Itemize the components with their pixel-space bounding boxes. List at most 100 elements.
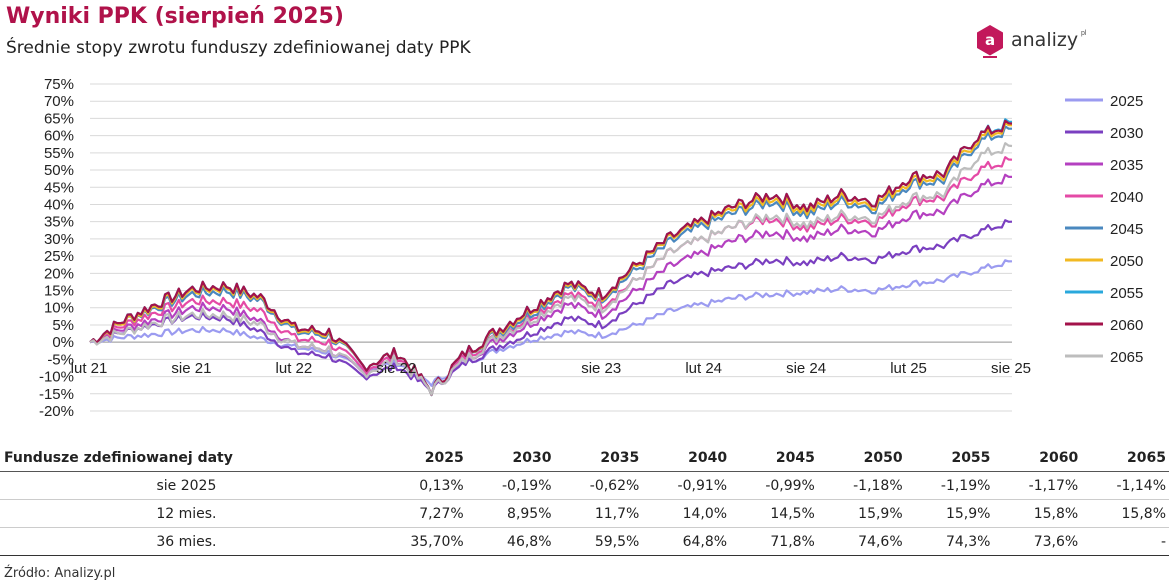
legend-label-2065: 2065 — [1110, 349, 1143, 366]
table-cell: -1,17% — [993, 471, 1082, 500]
analizy-logo: a analizy pl — [975, 24, 1095, 60]
series-line-2040 — [89, 156, 1013, 396]
y-tick-label: 0% — [52, 334, 74, 351]
y-tick-label: 75% — [44, 76, 74, 93]
table-cell: 11,7% — [554, 499, 643, 528]
returns-table: Fundusze zdefiniowanej daty 2025 2030 2035 2… — [0, 444, 1169, 556]
table-cell: - — [1081, 527, 1169, 556]
table-row: sie 2025 0,13% -0,19% -0,62% -0,91% -0,99% -1,… — [0, 471, 1169, 500]
y-tick-label: 35% — [44, 214, 74, 231]
table-header-2030: 2030 — [466, 444, 555, 472]
x-axis: lut 21 sie 21 lut 22 sie 22 lut 23 sie 23 lut … — [71, 360, 1031, 377]
table-cell: 73,6% — [993, 527, 1082, 556]
y-tick-label: 25% — [44, 248, 74, 265]
y-tick-label: 5% — [52, 317, 74, 334]
logo-badge-letter: a — [985, 31, 995, 49]
series-line-2060 — [89, 119, 1013, 397]
table-cell: 15,9% — [905, 499, 994, 528]
table-header-2025: 2025 — [372, 444, 467, 472]
x-tick-label: sie 25 — [991, 360, 1031, 377]
logo-suffix: pl — [1081, 30, 1087, 37]
chart-title: Wyniki PPK (sierpień 2025) — [6, 4, 344, 29]
series-line-2055 — [89, 118, 1013, 397]
table-cell: -1,19% — [905, 471, 994, 500]
table-cell: 0,13% — [372, 471, 467, 500]
row-label: 12 mies. — [0, 499, 373, 528]
series-line-2025 — [89, 259, 1013, 387]
y-tick-label: -15% — [39, 386, 74, 403]
y-tick-label: 45% — [44, 179, 74, 196]
table-header-2040: 2040 — [642, 444, 731, 472]
y-axis: 75%70%65%60%55%50%45%40%35%30%25%20%15%1… — [39, 76, 74, 420]
legend-label-2025: 2025 — [1110, 93, 1143, 110]
y-tick-label: 15% — [44, 283, 74, 300]
legend-label-2045: 2045 — [1110, 221, 1143, 238]
y-tick-label: 60% — [44, 128, 74, 145]
series-line-2050 — [89, 121, 1013, 397]
table-row: 36 mies. 35,70% 46,8% 59,5% 64,8% 71,8% 74,6% 7… — [0, 527, 1169, 556]
y-tick-label: -10% — [39, 369, 74, 386]
y-tick-label: 70% — [44, 93, 74, 110]
y-tick-label: 55% — [44, 145, 74, 162]
table-cell: -1,18% — [817, 471, 906, 500]
x-tick-label: lut 23 — [480, 360, 517, 377]
x-tick-label: sie 22 — [376, 360, 416, 377]
source-note: Źródło: Analizy.pl — [4, 566, 116, 581]
y-tick-label: 10% — [44, 300, 74, 317]
logo-badge-icon: a — [977, 25, 1003, 58]
table-cell: 74,6% — [817, 527, 906, 556]
y-tick-label: 20% — [44, 265, 74, 282]
line-chart: 75%70%65%60%55%50%45%40%35%30%25%20%15%1… — [39, 76, 1143, 420]
row-label: 36 mies. — [0, 527, 373, 556]
grid — [90, 83, 1012, 412]
x-tick-label: sie 21 — [171, 360, 211, 377]
row-label: sie 2025 — [0, 471, 373, 500]
logo-text: analizy — [1011, 29, 1079, 51]
table-header-row: Fundusze zdefiniowanej daty 2025 2030 2035 2… — [0, 444, 1169, 472]
series-lines — [89, 118, 1013, 397]
series-line-2045 — [89, 125, 1012, 396]
table-cell: -0,91% — [642, 471, 731, 500]
table-cell: -0,99% — [730, 471, 818, 500]
y-tick-label: 65% — [44, 110, 74, 127]
y-tick-label: -5% — [47, 351, 74, 368]
x-tick-label: sie 24 — [786, 360, 826, 377]
table-cell: 15,9% — [817, 499, 906, 528]
table-cell: -1,14% — [1081, 471, 1169, 500]
table-header-2065: 2065 — [1081, 444, 1169, 472]
x-tick-label: sie 23 — [581, 360, 621, 377]
table-header-2045: 2045 — [730, 444, 818, 472]
table-cell: 46,8% — [466, 527, 555, 556]
table-cell: 35,70% — [372, 527, 467, 556]
y-tick-label: -20% — [39, 403, 74, 420]
table-cell: 15,8% — [993, 499, 1082, 528]
y-tick-label: 50% — [44, 162, 74, 179]
table-header-2050: 2050 — [817, 444, 906, 472]
chart-subtitle: Średnie stopy zwrotu funduszy zdefiniowa… — [6, 38, 471, 58]
table-row: 12 mies. 7,27% 8,95% 11,7% 14,0% 14,5% 15,9% 15… — [0, 499, 1169, 528]
table-cell: 7,27% — [372, 499, 467, 528]
table-header-2060: 2060 — [993, 444, 1082, 472]
table-cell: 14,0% — [642, 499, 731, 528]
legend-label-2050: 2050 — [1110, 253, 1143, 270]
table-header-label: Fundusze zdefiniowanej daty — [0, 444, 373, 472]
table-cell: -0,19% — [466, 471, 555, 500]
legend-label-2055: 2055 — [1110, 285, 1143, 302]
legend: 2025 2030 2035 2040 2045 2050 2055 2060 2065 — [1065, 93, 1143, 366]
x-tick-label: lut 24 — [685, 360, 722, 377]
table-cell: -0,62% — [554, 471, 643, 500]
table-header-2055: 2055 — [905, 444, 994, 472]
table-cell: 59,5% — [554, 527, 643, 556]
series-line-2065 — [89, 142, 1013, 396]
y-tick-label: 40% — [44, 196, 74, 213]
legend-label-2030: 2030 — [1110, 125, 1143, 142]
x-tick-label: lut 22 — [276, 360, 313, 377]
x-tick-label: lut 25 — [890, 360, 927, 377]
table-header-2035: 2035 — [554, 444, 643, 472]
y-tick-label: 30% — [44, 231, 74, 248]
table-cell: 8,95% — [466, 499, 555, 528]
series-line-2030 — [89, 219, 1013, 395]
table-cell: 14,5% — [730, 499, 818, 528]
series-line-2035 — [89, 173, 1013, 396]
legend-label-2060: 2060 — [1110, 317, 1143, 334]
